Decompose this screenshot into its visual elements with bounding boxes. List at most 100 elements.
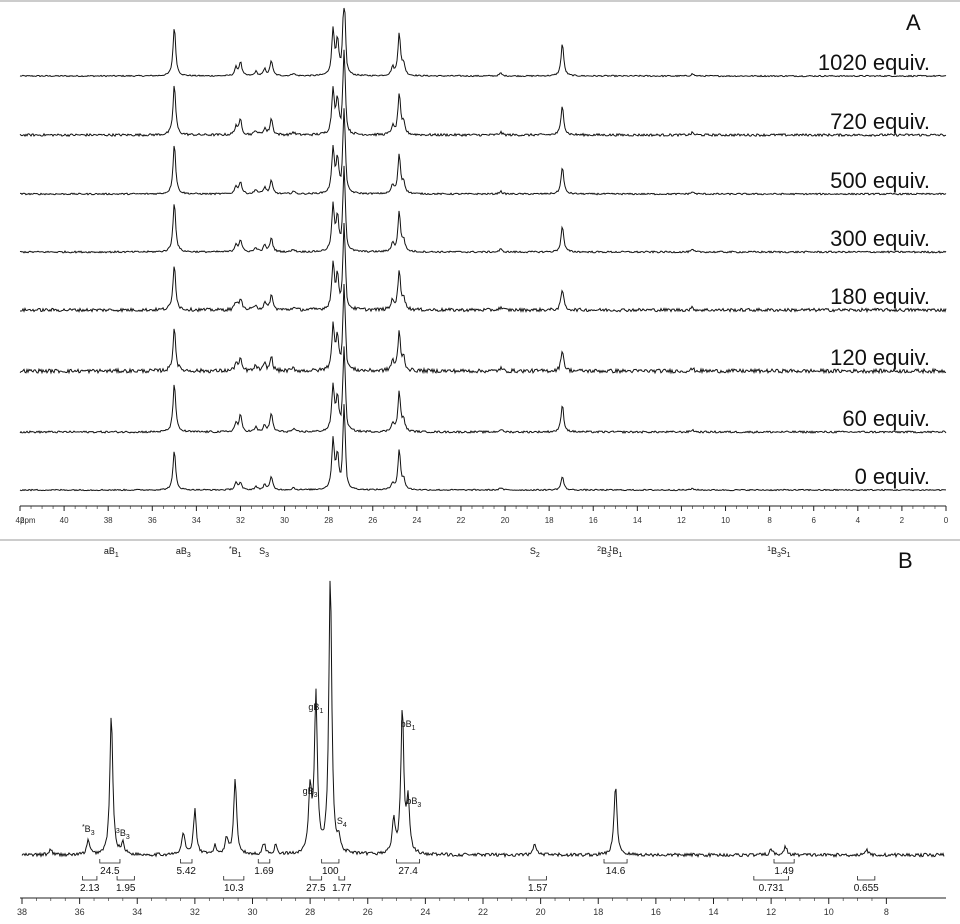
axis-tick-label: 24 — [420, 907, 430, 917]
integral-bracket — [773, 859, 795, 864]
integral-value: 0.731 — [759, 883, 784, 894]
peak-label: bB1 — [401, 719, 416, 732]
panel-a: A 1020 equiv. 720 equiv. 500 equiv. 30 0 equ… — [16, 7, 949, 525]
spectrum-trace — [19, 7, 947, 78]
spectrum-trace — [19, 49, 947, 138]
axis-tick-label: 4 — [856, 516, 861, 525]
axis-tick-label: 20 — [536, 907, 546, 917]
integral-value: 2.13 — [80, 883, 100, 894]
axis-tick-label: 32 — [190, 907, 200, 917]
spectrum-trace — [19, 346, 947, 434]
spectrum-trace — [19, 404, 946, 492]
axis-tick-label: 2 — [900, 516, 905, 525]
integral-bracket — [528, 876, 547, 881]
peak-label: S2 — [530, 546, 540, 559]
peak-label: 1B1 — [609, 546, 623, 559]
axis-tick-label: 14 — [633, 516, 642, 525]
axis-tick-label: 30 — [247, 907, 257, 917]
integral-value: 1.57 — [528, 883, 548, 894]
peak-label: *B3 — [82, 824, 95, 837]
integral-bracket — [603, 859, 628, 864]
peak-label: aB3 — [176, 546, 191, 559]
integral-bracket — [257, 859, 271, 864]
trace-label: 60 equiv. — [842, 406, 930, 431]
integral-value: 27.4 — [398, 866, 418, 877]
axis-tick-label: 38 — [104, 516, 113, 525]
integral-value: 1.77 — [332, 883, 352, 894]
integral-bracket — [180, 859, 193, 864]
axis-tick-label: 42 — [16, 516, 25, 525]
axis-tick-label: 28 — [324, 516, 333, 525]
spectrum-trace — [20, 222, 947, 314]
axis-tick-label: 24 — [412, 516, 421, 525]
integral-value: 1.49 — [774, 866, 794, 877]
integral-bracket — [223, 876, 245, 881]
panel-b-integrals: 24.52.13 1.95 5.42 10.3 1.69 100 27.5 1.77 27.4 1… — [80, 859, 879, 894]
peak-label: 2B3 — [597, 546, 611, 559]
panel-a-traces — [19, 7, 947, 492]
integral-value: 14.6 — [606, 866, 626, 877]
axis-tick-label: 28 — [305, 907, 315, 917]
peak-label: gB1 — [308, 702, 323, 715]
axis-tick-label: 20 — [501, 516, 510, 525]
integral-value: 5.42 — [176, 866, 196, 877]
axis-tick-label: 12 — [677, 516, 686, 525]
axis-tick-label: 8 — [884, 907, 889, 917]
axis-unit-label: ppm — [20, 516, 36, 525]
axis-tick-label: 18 — [593, 907, 603, 917]
integral-value: 10.3 — [224, 883, 244, 894]
panel-b-label: B — [898, 548, 913, 573]
axis-tick-label: 36 — [75, 907, 85, 917]
axis-tick-label: 0 — [944, 516, 949, 525]
peak-label: S4 — [337, 816, 347, 829]
axis-tick-label: 36 — [148, 516, 157, 525]
axis-tick-label: 26 — [363, 907, 373, 917]
axis-tick-label: 16 — [651, 907, 661, 917]
integral-value: 0.655 — [854, 883, 879, 894]
axis-tick-label: 6 — [811, 516, 816, 525]
trace-label: 720 equiv. — [830, 109, 930, 134]
panel-b-trace — [21, 580, 945, 859]
panel-a-label: A — [906, 10, 921, 35]
axis-tick-label: 34 — [132, 907, 142, 917]
axis-tick-label: 32 — [236, 516, 245, 525]
trace-label: 0 equiv. — [855, 464, 930, 489]
peak-label: aB1 — [104, 546, 119, 559]
axis-tick-label: 40 — [60, 516, 69, 525]
integral-bracket — [396, 859, 421, 864]
trace-label: 500 equiv. — [830, 168, 930, 193]
spectrum-trace — [20, 108, 947, 196]
axis-tick-label: 10 — [721, 516, 730, 525]
spectrum-trace — [21, 580, 945, 859]
integral-bracket — [309, 876, 323, 881]
axis-tick-label: 30 — [280, 516, 289, 525]
integral-value: 100 — [322, 866, 339, 877]
axis-tick-label: 22 — [478, 907, 488, 917]
integral-bracket — [99, 859, 121, 864]
axis-tick-label: 14 — [708, 907, 718, 917]
peak-label: *B1 — [229, 546, 242, 559]
integral-bracket — [857, 876, 876, 881]
panel-b-ticks: 38 36 34 32 30 28 26 24 22 20 18 16 14 12 10 8 — [17, 898, 889, 917]
peak-label: gB3 — [303, 786, 318, 799]
spectrum-trace — [19, 165, 947, 254]
integral-value: 24.5 — [100, 866, 120, 877]
trace-label: 1020 equiv. — [818, 50, 930, 75]
peak-label: bB3 — [406, 796, 421, 809]
integral-value: 1.95 — [116, 883, 136, 894]
axis-tick-label: 18 — [545, 516, 554, 525]
peak-label: 1B3 — [767, 546, 781, 559]
peak-label: S3 — [259, 546, 269, 559]
axis-tick-label: 10 — [824, 907, 834, 917]
trace-label: 180 equiv. — [830, 284, 930, 309]
integral-bracket — [321, 859, 340, 864]
integral-bracket — [116, 876, 135, 881]
axis-tick-label: 16 — [589, 516, 598, 525]
axis-tick-label: 22 — [456, 516, 465, 525]
integral-bracket — [753, 876, 789, 881]
spectrum-trace — [19, 283, 947, 375]
trace-label: 120 equiv. — [830, 345, 930, 370]
